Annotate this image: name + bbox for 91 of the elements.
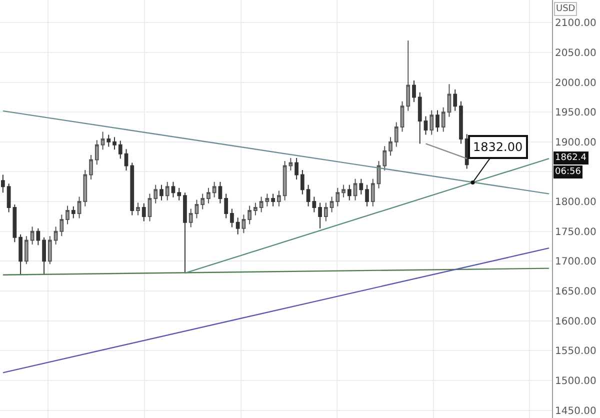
candlestick [206, 187, 210, 204]
candlestick [183, 192, 187, 274]
candlestick [441, 106, 446, 132]
y-tick-label: 1500.00 [555, 376, 596, 387]
y-tick-label: 1900.00 [555, 137, 596, 148]
candlestick [254, 202, 258, 216]
candlestick [136, 202, 140, 216]
candlestick [277, 190, 281, 207]
candlestick [212, 181, 216, 198]
candlestick [353, 178, 358, 201]
y-tick-label: 2100.00 [555, 18, 596, 30]
y-tick-label: 1950.00 [555, 108, 596, 119]
candlestick [294, 158, 298, 180]
candlestick [436, 110, 440, 132]
text: USD [556, 4, 576, 14]
y-tick-label: 1550.00 [555, 346, 596, 358]
candlestick [142, 202, 146, 222]
candlestick [230, 208, 234, 228]
y-tick-label: 1600.00 [555, 316, 596, 328]
y-tick-label: 1750.00 [555, 226, 596, 238]
candlestick [124, 148, 128, 172]
candlestick [318, 202, 322, 229]
candlestick [324, 202, 328, 222]
candlestick [77, 196, 82, 219]
candlestick [370, 178, 375, 207]
y-tick-label: 1650.00 [555, 286, 596, 298]
candlestick [447, 84, 452, 118]
candlestick [242, 214, 246, 234]
candlestick [36, 228, 40, 246]
candlestick [312, 196, 316, 213]
candlestick [271, 193, 275, 207]
candlestick [148, 193, 152, 222]
candlestick [365, 184, 369, 207]
candlestick [48, 236, 52, 265]
candlestick [382, 146, 387, 172]
candlestick [200, 193, 205, 210]
candlestick [406, 40, 410, 112]
text: 06:56 [555, 167, 582, 177]
candlestick [66, 205, 70, 225]
candlestick [300, 169, 304, 195]
candlestick [336, 187, 340, 207]
candlestick [359, 178, 364, 195]
candlestick [24, 236, 28, 265]
y-tick-label: 1700.00 [555, 256, 596, 268]
candlestick [218, 181, 222, 204]
candlestick [160, 184, 164, 201]
candlestick [330, 196, 334, 213]
candlestick [236, 217, 240, 235]
candlestick [18, 234, 22, 276]
y-tick-label: 2050.00 [555, 48, 596, 59]
candlestick [347, 184, 352, 201]
candlestick [394, 122, 398, 148]
candlestick [248, 205, 252, 225]
candlestick [112, 136, 116, 150]
candlestick [400, 100, 404, 132]
candlestick [100, 131, 105, 150]
candlestick [430, 110, 434, 136]
candlestick [453, 88, 458, 112]
candlestick [459, 100, 463, 144]
candlestick [165, 181, 170, 201]
candlestick [265, 193, 270, 207]
candlestick [94, 140, 99, 166]
candlestick [118, 140, 122, 160]
candlestick [259, 196, 264, 213]
candlestick [89, 154, 93, 180]
candlestick [424, 116, 428, 136]
y-tick-label: 1450.00 [555, 406, 596, 417]
candlestick [71, 206, 76, 219]
candlestick [1, 174, 5, 194]
candlestick [418, 92, 422, 144]
candlestick [60, 214, 64, 237]
y-tick-label: 1800.00 [555, 197, 596, 208]
candlestick [130, 162, 134, 216]
candlestick [171, 181, 176, 198]
candlestick [54, 226, 58, 245]
candlestick [83, 169, 88, 207]
candlestick [42, 236, 46, 276]
candlestick [412, 80, 416, 102]
text: 1862.4 [555, 153, 587, 163]
candlestick [388, 136, 392, 156]
candlestick [306, 184, 310, 207]
annotation: 1832.00 [473, 140, 523, 154]
candlestick [342, 184, 346, 198]
candlestick [30, 226, 34, 245]
candlestick [224, 193, 228, 219]
candlestick [154, 184, 158, 204]
candlestick [188, 208, 193, 228]
candlestick [177, 187, 182, 201]
y-tick-label: 2000.00 [555, 78, 596, 89]
candlestick [106, 134, 111, 148]
candlestick [194, 199, 199, 219]
